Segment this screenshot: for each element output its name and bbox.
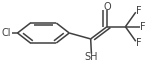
- Text: F: F: [140, 22, 146, 32]
- Text: F: F: [136, 6, 141, 16]
- Text: O: O: [103, 2, 111, 12]
- Text: F: F: [136, 38, 141, 48]
- Text: SH: SH: [85, 52, 98, 62]
- Text: Cl: Cl: [1, 28, 11, 38]
